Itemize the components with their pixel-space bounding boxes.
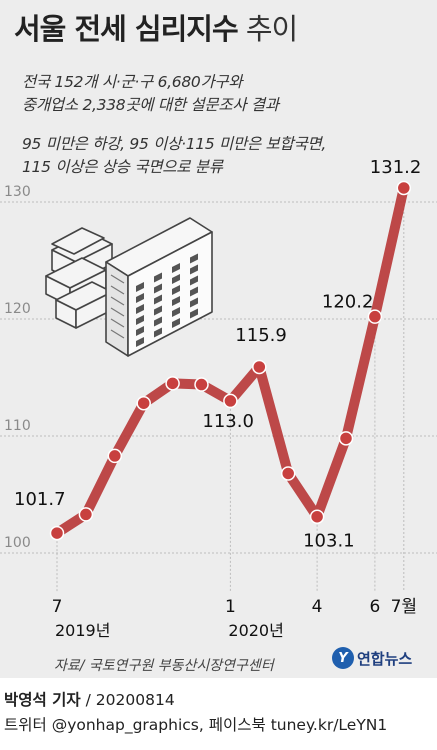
data-label: 113.0 <box>202 411 254 432</box>
data-point <box>338 431 354 446</box>
classification-description: 95 미만은 하강, 95 이상·115 미만은 보합국면, 115 이상은 상… <box>22 132 326 178</box>
window-shape <box>154 294 162 305</box>
window-shape <box>190 297 198 308</box>
window-shape <box>190 286 198 297</box>
side-window-shape <box>110 285 125 295</box>
y-axis-labels: 100 110 120 130 <box>4 184 31 551</box>
grid-lines <box>0 195 437 592</box>
window-shape <box>136 304 144 314</box>
window-shape <box>136 326 144 336</box>
series-markers <box>49 180 412 541</box>
data-label: 120.2 <box>322 292 374 313</box>
data-point <box>223 393 238 409</box>
side-window-shape <box>110 296 125 306</box>
window-shape <box>154 305 162 316</box>
description-line-1: 전국 152개 시·군·구 6,680가구와 <box>22 73 243 91</box>
social-links: 트위터 @yonhap_graphics, 페이스북 tuney.kr/LeYN… <box>4 716 388 734</box>
survey-description: 전국 152개 시·군·구 6,680가구와 중개업소 2,338곳에 대한 설… <box>22 70 279 116</box>
data-point <box>309 509 325 524</box>
line-chart: 100 110 120 130 101.7 113.0 115.9 103.1 120.2 13… <box>0 157 437 640</box>
y-tick-label: 130 <box>4 184 31 200</box>
x-tick-label: 4 <box>312 597 323 617</box>
byline-separator: / <box>85 691 96 709</box>
window-shape <box>136 315 144 325</box>
side-window-shape <box>110 307 125 317</box>
window-shape <box>172 285 180 295</box>
window-shape <box>154 316 162 327</box>
window-shape <box>172 296 180 306</box>
description-line-3: 95 미만은 하강, 95 이상·115 미만은 보합국면, <box>22 135 327 153</box>
source-note: 자료/ 국토연구원 부동산시장연구센터 <box>54 658 274 674</box>
x-tick-label: 7월 <box>391 597 417 617</box>
x-year-label: 2019년 <box>55 621 110 640</box>
window-shape <box>136 282 144 292</box>
data-point <box>396 180 412 196</box>
yonhap-logo-name: 연합뉴스 <box>357 649 413 668</box>
publish-date: 20200814 <box>95 691 175 709</box>
data-point <box>136 395 151 411</box>
window-shape <box>172 263 180 273</box>
data-label: 103.1 <box>303 531 355 552</box>
window-shape <box>136 337 144 347</box>
data-point <box>367 309 383 324</box>
byline: 박영석 기자 / 20200814 <box>4 688 175 710</box>
side-window-shape <box>110 318 125 328</box>
data-point <box>194 377 209 392</box>
y-tick-label: 100 <box>4 535 31 551</box>
window-shape <box>172 274 180 284</box>
data-point <box>165 376 180 391</box>
x-axis-labels: 7 2019년 1 2020년 4 6 7월 <box>52 597 417 640</box>
window-shape <box>190 264 198 275</box>
data-label: 131.2 <box>370 157 422 178</box>
data-point <box>49 525 65 541</box>
data-label: 101.7 <box>14 489 66 510</box>
description-line-2: 중개업소 2,338곳에 대한 설문조사 결과 <box>22 96 279 114</box>
window-shape <box>136 293 144 303</box>
window-shape <box>154 272 162 283</box>
y-tick-label: 120 <box>4 301 31 317</box>
window-shape <box>190 275 198 286</box>
x-year-label: 2020년 <box>228 621 283 640</box>
yonhap-logo: Y 연합뉴스 <box>332 647 412 669</box>
yonhap-logo-icon: Y <box>332 647 354 669</box>
chart-panel <box>0 0 437 678</box>
description-line-4: 115 이상은 상승 국면으로 분류 <box>22 158 223 176</box>
chart-title-main: 서울 전세 심리지수 <box>14 12 239 46</box>
x-tick-label: 6 <box>369 597 380 617</box>
side-window-shape <box>110 274 125 284</box>
data-point <box>107 448 123 464</box>
chart-title-sub: 추이 <box>245 12 298 46</box>
window-shape <box>154 327 162 338</box>
data-point <box>78 507 94 522</box>
data-label: 115.9 <box>235 325 287 346</box>
y-tick-label: 110 <box>4 418 31 434</box>
data-labels: 101.7 113.0 115.9 103.1 120.2 131.2 <box>14 157 421 552</box>
window-shape <box>190 308 198 319</box>
chart-title: 서울 전세 심리지수 추이 <box>14 6 298 48</box>
author-name: 박영석 기자 <box>4 691 81 709</box>
window-shape <box>172 318 180 328</box>
side-window-shape <box>110 329 125 339</box>
data-point <box>252 359 267 375</box>
x-tick-label: 1 <box>225 597 236 617</box>
window-shape <box>154 283 162 294</box>
apartment-buildings-icon <box>45 217 213 357</box>
data-point <box>280 466 296 481</box>
x-tick-label: 7 <box>52 597 63 617</box>
window-shape <box>190 253 198 264</box>
window-shape <box>172 307 180 317</box>
